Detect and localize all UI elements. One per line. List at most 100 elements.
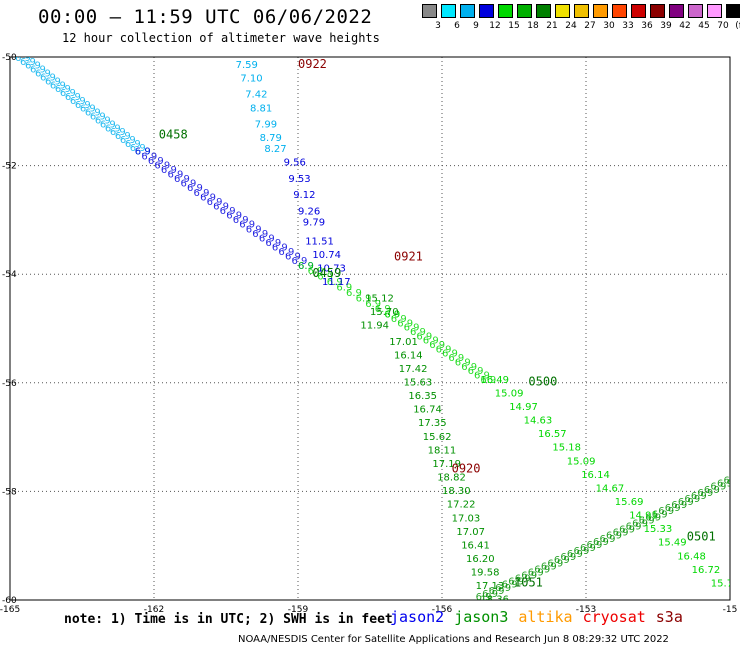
y-tick-label: -56 [2, 379, 17, 389]
track-glyph: 6.9 [55, 84, 71, 95]
track-glyph: 6.9 [658, 506, 674, 517]
legend-label: 42 [679, 21, 691, 31]
track-glyph: 6.9 [600, 534, 616, 545]
wave-height-value: 15.18 [552, 443, 581, 454]
track-glyph: 6.9 [130, 143, 146, 154]
wave-height-value: 18.30 [442, 486, 471, 497]
track-glyph: 6.9 [336, 282, 352, 293]
wave-height-value: 9.53 [288, 174, 310, 185]
track-glyph: 6.9 [90, 112, 106, 123]
track-glyph: 6.9 [252, 229, 268, 240]
wave-height-value: 16.72 [692, 565, 721, 576]
track-glyph: 6.9 [220, 206, 236, 217]
track-glyph: 6.9 [120, 135, 136, 146]
track-glyph: 6.9 [678, 497, 694, 508]
wave-height-value: 17.01 [389, 337, 418, 348]
wave-height-value: 8.81 [250, 103, 272, 114]
wave-height-value: 9.26 [298, 206, 320, 217]
wave-height-value: 11.94 [360, 321, 389, 332]
track-glyph: 6.9 [541, 561, 557, 572]
pass-time-label: 0458 [159, 127, 188, 141]
track-glyph: 6.9 [15, 53, 31, 64]
legend-label: 15 [508, 21, 520, 31]
wave-height-value: 17.19 [432, 459, 461, 470]
legend-swatch [612, 4, 627, 18]
track-glyph: 6.9 [528, 567, 544, 578]
track-glyph: 6.9 [665, 503, 681, 514]
wave-height-value: 17.13 [476, 581, 505, 592]
mission-label: jason3 [454, 608, 509, 626]
x-tick-label: -15 [723, 605, 738, 615]
wave-height-value: 8.11 [226, 49, 248, 60]
legend-swatch [460, 4, 475, 18]
track-glyph: 6.9 [554, 555, 570, 566]
wave-height-value: 9.56 [284, 158, 306, 169]
legend-label: 27 [584, 21, 596, 31]
wave-height-value: 10.74 [312, 250, 341, 261]
track-glyph: 6.9 [105, 123, 121, 134]
track-glyph: 6.9 [148, 156, 164, 167]
units-note: note: 1) Time is in UTC; 2) SWH is in fe… [64, 612, 393, 627]
track-glyph: 6.9 [717, 479, 733, 490]
page-subtitle: 12 hour collection of altimeter wave hei… [62, 31, 380, 45]
wave-height-value: 18.82 [437, 473, 466, 484]
track-glyph: 6.9 [613, 528, 629, 539]
legend-label: 45 [698, 21, 710, 31]
track-glyph: 6.9 [639, 515, 655, 526]
page-title: 00:00 – 11:59 UTC 06/06/2022 [38, 6, 373, 28]
track-glyph: 6.9 [259, 233, 275, 244]
legend-label: 70 [717, 21, 729, 31]
track-glyph: 6.9 [606, 531, 622, 542]
x-tick-label: -159 [288, 605, 309, 615]
track-glyph: 6.9 [455, 357, 471, 368]
track-glyph: 6.9 [60, 88, 76, 99]
track-glyph: 6.9 [308, 266, 324, 277]
wave-height-value: 17.07 [456, 527, 485, 538]
mission-legend: jason2 jason3 altika cryosat s3a [390, 608, 693, 626]
track-glyph: 6.9 [65, 92, 81, 103]
track-glyph: 6.9 [626, 522, 642, 533]
legend-label: 24 [565, 21, 577, 31]
legend-label: 9 [473, 21, 479, 31]
track-glyph: 6.9 [404, 323, 420, 334]
track-glyph: 6.9 [298, 261, 314, 272]
y-tick-label: -60 [2, 596, 17, 606]
wave-height-value: 16.74 [413, 405, 442, 416]
wave-height-value: 17.35 [418, 418, 447, 429]
track-glyph: 6.9 [135, 147, 151, 158]
legend-swatch [688, 4, 703, 18]
track-glyph: 6.9 [521, 571, 537, 582]
track-glyph: 6.9 [684, 494, 700, 505]
track-glyph: 6.9 [200, 192, 216, 203]
track-glyph: 6.9 [174, 174, 190, 185]
track-glyph: 6.9 [476, 592, 492, 603]
track-glyph: 6.9 [110, 127, 126, 138]
track-glyph: 6.9 [50, 80, 66, 91]
pass-time-label: 0921 [394, 250, 423, 264]
track-glyph: 6.9 [474, 370, 490, 381]
track-glyph: 6.9 [567, 549, 583, 560]
track-glyph: 6.9 [461, 362, 477, 373]
wave-height-value: 7.42 [245, 90, 267, 101]
pass-time-label: 0923 [298, 46, 327, 60]
wave-height-value: 15.69 [615, 497, 644, 508]
track-glyph: 6.9 [573, 546, 589, 557]
wave-height-value: 15.33 [644, 524, 673, 535]
track-glyph: 6.9 [75, 100, 91, 111]
legend-swatch [479, 4, 494, 18]
x-tick-label: -153 [576, 605, 596, 615]
legend-swatch [669, 4, 684, 18]
wave-height-value: 8.79 [260, 133, 282, 144]
wave-height-value: 17.03 [452, 513, 481, 524]
track-glyph: 6.9 [697, 488, 713, 499]
track-glyph: 6.9 [397, 318, 413, 329]
legend-swatch [422, 4, 437, 18]
y-tick-label: -50 [2, 53, 17, 63]
track-glyph: 6.9 [652, 509, 668, 520]
track-glyph: 6.9 [468, 366, 484, 377]
wave-height-value: 18.11 [428, 445, 457, 456]
track-glyph: 6.9 [580, 543, 596, 554]
track-glyph: 6.9 [495, 583, 511, 594]
track-glyph: 6.9 [560, 552, 576, 563]
